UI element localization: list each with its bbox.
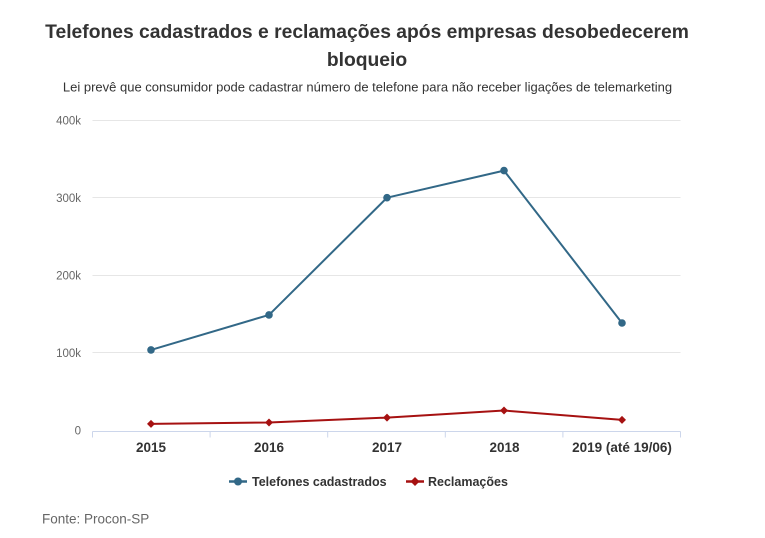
svg-text:2018: 2018 [489, 440, 520, 455]
svg-text:300k: 300k [56, 193, 81, 205]
svg-text:2019 (até 19/06): 2019 (até 19/06) [572, 440, 672, 455]
svg-text:Telefones cadastrados: Telefones cadastrados [252, 475, 387, 489]
svg-text:2015: 2015 [136, 440, 167, 455]
svg-text:2017: 2017 [372, 440, 402, 455]
svg-text:Lei prevê que consumidor pode: Lei prevê que consumidor pode cadastrar … [63, 80, 672, 95]
svg-text:bloqueio: bloqueio [327, 50, 408, 71]
svg-text:100k: 100k [56, 348, 81, 360]
svg-text:Reclamações: Reclamações [428, 475, 508, 489]
svg-text:400k: 400k [56, 116, 81, 128]
svg-text:0: 0 [75, 426, 81, 438]
svg-text:2016: 2016 [254, 440, 285, 455]
svg-text:Fonte: Procon-SP: Fonte: Procon-SP [42, 512, 149, 527]
svg-text:Telefones cadastrados e reclam: Telefones cadastrados e reclamações após… [45, 22, 689, 43]
svg-text:200k: 200k [56, 271, 81, 283]
